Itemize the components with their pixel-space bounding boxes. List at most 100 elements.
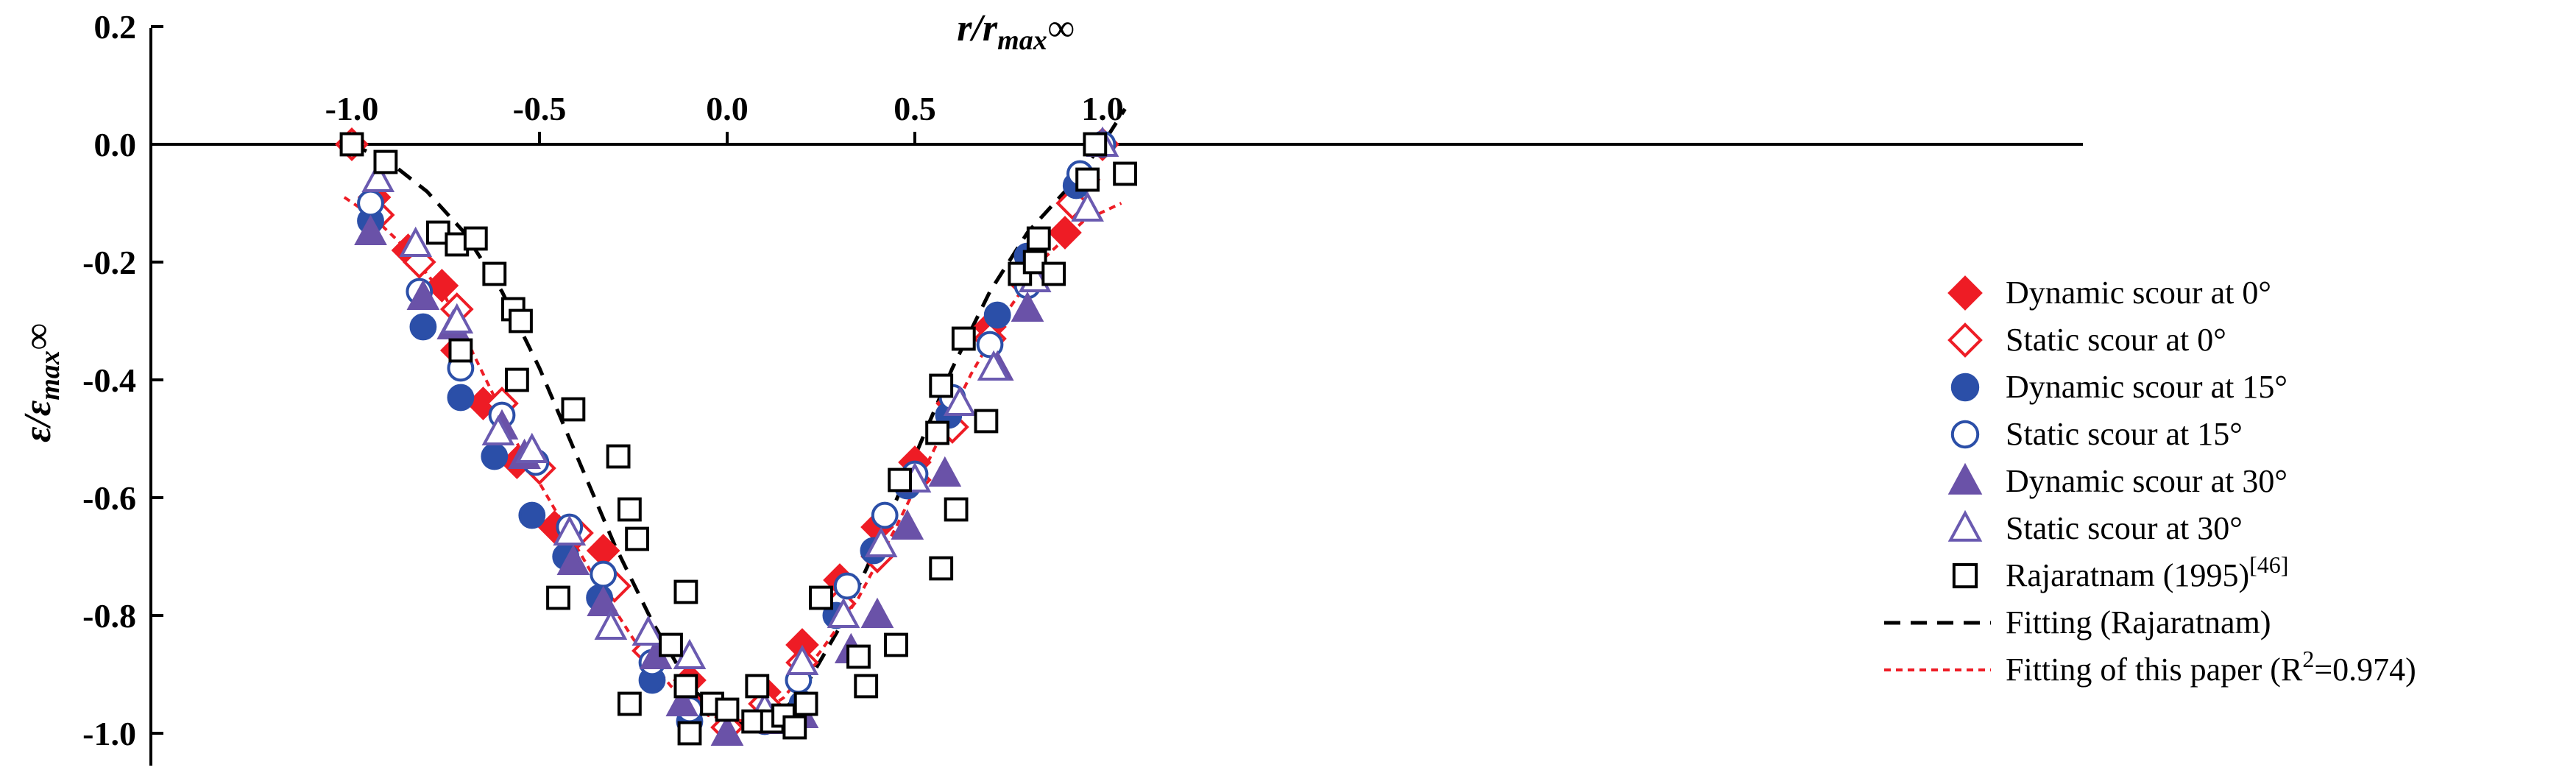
point-rajaratnam-1995 [625, 526, 650, 551]
point-dynamic-scour-at-30 [406, 279, 440, 310]
legend-marker-dynamic-scour-at-15 [1950, 373, 1980, 402]
point-rajaratnam-1995 [929, 373, 954, 398]
point-rajaratnam-1995 [1041, 261, 1066, 286]
point-rajaratnam-1995 [1113, 161, 1137, 186]
point-dynamic-scour-at-30 [354, 214, 387, 245]
point-static-scour-at-30 [594, 609, 628, 640]
point-rajaratnam-1995 [463, 226, 488, 251]
point-dynamic-scour-at-30 [1011, 291, 1044, 322]
point-rajaratnam-1995 [951, 326, 976, 351]
x-axis-title: r/rmax∞ [957, 7, 1075, 56]
point-dynamic-scour-at-30 [928, 456, 962, 487]
point-dynamic-scour-at-0 [1048, 216, 1082, 250]
legend-label-dynamic-scour-at-30: Dynamic scour at 30° [2006, 463, 2287, 499]
legend-label-dynamic-scour-at-15: Dynamic scour at 15° [2006, 369, 2287, 405]
point-static-scour-at-30 [553, 515, 587, 546]
point-rajaratnam-1995 [561, 397, 586, 422]
legend-label-dynamic-scour-at-0: Dynamic scour at 0° [2006, 275, 2271, 311]
x-tick-label: -0.5 [513, 90, 567, 127]
point-static-scour-at-15 [976, 331, 1004, 359]
point-rajaratnam-1995 [677, 721, 702, 746]
point-rajaratnam-1995 [505, 367, 529, 392]
point-static-scour-at-30 [864, 526, 898, 557]
point-rajaratnam-1995 [884, 632, 908, 657]
point-static-scour-at-15 [357, 189, 384, 217]
point-rajaratnam-1995 [1026, 226, 1051, 251]
legend-label-static-scour-at-15: Static scour at 15° [2006, 416, 2243, 452]
fit-line-rajaratnam [350, 107, 1127, 730]
y-tick-label: -0.4 [82, 361, 136, 399]
y-axis-title: ε/εmax∞ [17, 323, 66, 442]
point-dynamic-scour-at-15 [409, 313, 437, 341]
y-tick-label: -1.0 [82, 715, 136, 752]
point-rajaratnam-1995 [673, 674, 698, 699]
point-rajaratnam-1995 [782, 715, 807, 740]
point-rajaratnam-1995 [888, 467, 912, 493]
x-tick-label: 0.5 [894, 90, 936, 127]
point-rajaratnam-1995 [546, 585, 570, 610]
point-rajaratnam-1995 [944, 497, 969, 522]
y-tick-label: -0.8 [82, 597, 136, 635]
point-static-scour-at-30 [943, 385, 977, 416]
point-rajaratnam-1995 [618, 497, 642, 522]
point-rajaratnam-1995 [448, 338, 473, 363]
legend-marker-rajaratnam-1995 [1952, 562, 1978, 589]
x-ticks: -1.0 -0.5 0.0 0.5 1.0 [325, 90, 1124, 144]
point-rajaratnam-1995 [659, 632, 683, 657]
point-dynamic-scour-at-15 [481, 442, 509, 470]
point-rajaratnam-1995 [846, 644, 871, 669]
point-static-scour-at-30 [481, 414, 515, 445]
legend-marker-static-scour-at-15 [1950, 420, 1980, 449]
point-static-scour-at-30 [785, 644, 819, 675]
legend-label-rajaratnam-1995: Rajaratnam (1995)[46] [2006, 551, 2288, 593]
point-dynamic-scour-at-30 [710, 715, 744, 746]
legend-marker-static-scour-at-30 [1947, 509, 1983, 542]
legend-label-fitting-this-paper: Fitting of this paper (R2=0.974) [2006, 646, 2416, 688]
point-rajaratnam-1995 [793, 691, 818, 716]
point-static-scour-at-30 [1071, 191, 1104, 222]
point-static-scour-at-30 [515, 432, 549, 463]
point-dynamic-scour-at-30 [860, 597, 894, 628]
legend-label-fitting-rajaratnam: Fitting (Rajaratnam) [2006, 604, 2271, 640]
point-static-scour-at-30 [399, 226, 433, 257]
point-static-scour-at-15 [871, 501, 899, 529]
point-rajaratnam-1995 [339, 132, 364, 157]
point-static-scour-at-15 [833, 572, 861, 600]
point-dynamic-scour-at-30 [587, 585, 620, 616]
legend-marker-dynamic-scour-at-0 [1947, 275, 1983, 311]
point-static-scour-at-15 [590, 560, 618, 588]
legend: Dynamic scour at 0° Static scour at 0° Dyn… [1884, 275, 2416, 688]
point-dynamic-scour-at-15 [447, 384, 475, 412]
point-rajaratnam-1995 [715, 697, 740, 722]
point-rajaratnam-1995 [606, 444, 631, 469]
point-rajaratnam-1995 [809, 585, 833, 610]
y-tick-label: -0.6 [82, 479, 136, 517]
point-dynamic-scour-at-30 [665, 685, 699, 716]
point-rajaratnam-1995 [745, 674, 770, 699]
y-ticks: 0.2 0.0 -0.2 -0.4 -0.6 -0.8 -1.0 [82, 8, 163, 752]
point-rajaratnam-1995 [673, 579, 698, 604]
point-dynamic-scour-at-15 [518, 501, 546, 529]
fit-line-this-paper [343, 196, 1122, 724]
point-dynamic-scour-at-30 [556, 544, 590, 575]
x-tick-label: 1.0 [1081, 90, 1124, 127]
point-static-scour-at-30 [361, 161, 395, 192]
x-tick-label: -1.0 [325, 90, 379, 127]
point-rajaratnam-1995 [854, 674, 879, 699]
legend-label-static-scour-at-30: Static scour at 30° [2006, 510, 2243, 546]
point-rajaratnam-1995 [373, 149, 398, 174]
point-rajaratnam-1995 [618, 691, 642, 716]
point-static-scour-at-30 [977, 350, 1011, 381]
x-tick-label: 0.0 [706, 90, 749, 127]
point-rajaratnam-1995 [482, 261, 507, 286]
y-tick-label: 0.0 [94, 126, 137, 163]
y-tick-label: 0.2 [94, 8, 137, 46]
legend-marker-static-scour-at-0 [1947, 322, 1983, 358]
point-dynamic-scour-at-0 [425, 269, 459, 303]
point-rajaratnam-1995 [1083, 132, 1108, 157]
point-rajaratnam-1995 [925, 420, 949, 445]
axes-frame [149, 28, 2083, 766]
point-static-scour-at-30 [440, 303, 474, 333]
point-rajaratnam-1995 [929, 556, 954, 581]
